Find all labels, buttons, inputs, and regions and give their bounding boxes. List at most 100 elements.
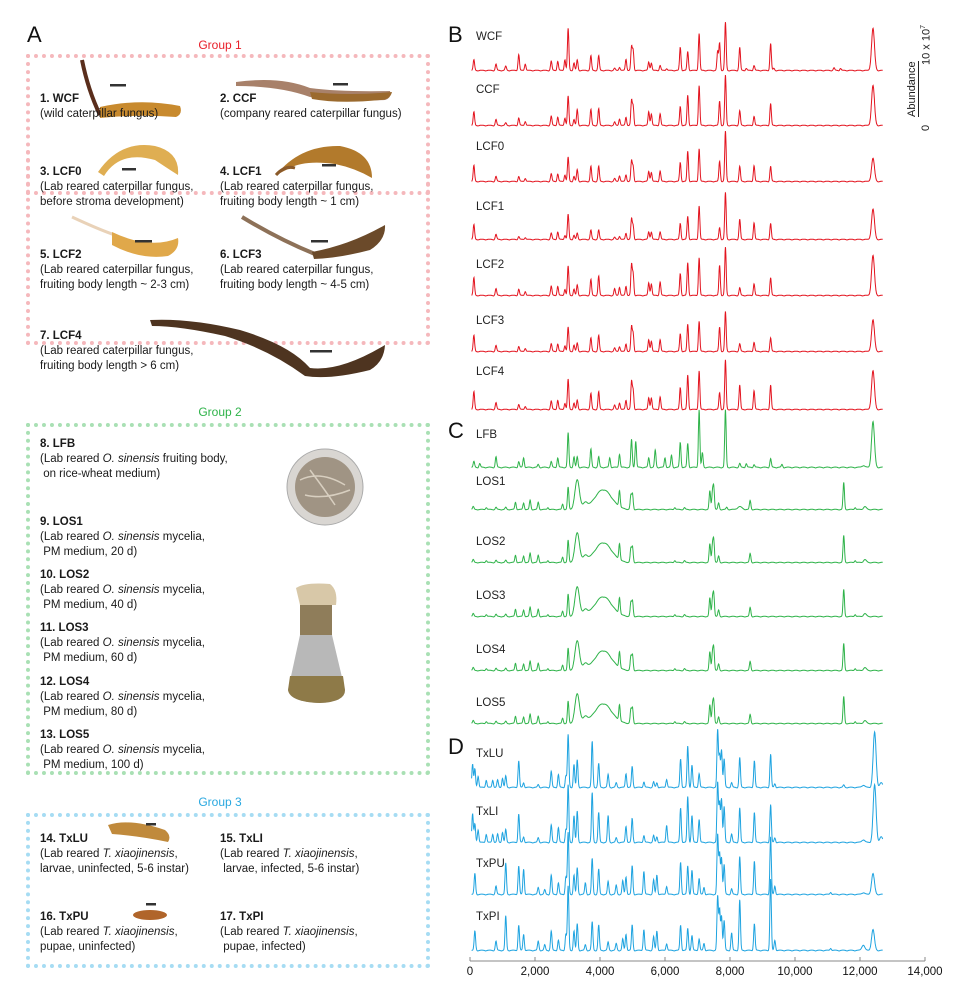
x-tick-14000: 14,000 [907,966,943,978]
panel-letter-c: C [448,418,464,443]
group-3-box [26,813,430,968]
desc-pre: (Lab reared [40,637,103,649]
sample-desc: (Lab reared caterpillar fungus, fruiting… [220,264,374,291]
desc-species: O. sinensis [102,531,160,543]
x-tick-4000: 4,000 [585,966,615,978]
trace-label-lcf1: LCF1 [476,201,505,213]
panel-letter-d: D [448,734,464,759]
trace-lcf0 [471,130,883,183]
group-2-title: Group 2 [198,405,242,419]
trace-los1 [471,479,883,511]
sample-desc: (Lab reared caterpillar fungus, fruiting… [40,264,194,291]
trace-label-los3: LOS3 [476,590,506,602]
sample-lcf3: 6. LCF3 (Lab reared caterpillar fungus, … [220,248,373,293]
x-tick-12000: 12,000 [842,966,878,978]
trace-lcf2 [471,247,883,297]
trace-label-los4: LOS4 [476,644,506,656]
sample-name: 11. LOS3 [40,622,89,634]
desc-species: O. sinensis [102,691,160,703]
sample-name: 1. WCF [40,93,79,105]
trace-label-lcf3: LCF3 [476,315,505,327]
sample-name: 7. LCF4 [40,330,82,342]
abundance-label: Abundance [906,61,919,117]
sample-desc: (wild caterpillar fungus) [40,108,159,120]
trace-lcf1 [471,192,883,241]
trace-label-lcf4: LCF4 [476,366,505,378]
trace-txli [471,781,884,844]
trace-label-lcf0: LCF0 [476,141,505,153]
sample-name: 10. LOS2 [40,569,90,581]
sample-wcf: 1. WCF (wild caterpillar fungus) [40,92,158,122]
desc-species: T. xiaojinensis [282,848,355,860]
sample-txli: 15. TxLI (Lab reared T. xiaojinensis, la… [220,832,359,877]
sample-lcf2: 5. LCF2 (Lab reared caterpillar fungus, … [40,248,193,293]
sample-desc: (company reared caterpillar fungus) [220,108,402,120]
sample-lcf1: 4. LCF1 (Lab reared caterpillar fungus, … [220,165,373,210]
desc-species: O. sinensis [102,584,160,596]
desc-post: , pupae, uninfected) [40,926,178,953]
sample-lcf0: 3. LCF0 (Lab reared caterpillar fungus, … [40,165,193,210]
sample-name: 3. LCF0 [40,166,82,178]
trace-label-los1: LOS1 [476,476,506,488]
abundance-scale: 0 Abundance 10 x 107 [897,22,937,132]
sample-txpi: 17. TxPI (Lab reared T. xiaojinensis, pu… [220,910,358,955]
group-2-box [26,423,430,775]
sample-name: 14. TxLU [40,833,88,845]
x-tick-10000: 10,000 [777,966,813,978]
sample-name: 9. LOS1 [40,516,83,528]
trace-txpu [471,832,883,896]
trace-label-txpi: TxPI [476,911,500,923]
desc-pre: (Lab reared [40,453,103,465]
desc-post: mycelia, PM medium, 40 d) [43,584,205,611]
desc-species: O. sinensis [102,637,160,649]
sample-los2: 10. LOS2 (Lab reared O. sinensis mycelia… [40,568,205,613]
trace-label-los5: LOS5 [476,697,506,709]
x-tick-8000: 8,000 [715,966,745,978]
sample-los5: 13. LOS5 (Lab reared O. sinensis mycelia… [40,728,205,773]
desc-post: , pupae, infected) [223,926,358,953]
sample-desc: (Lab reared caterpillar fungus, fruiting… [220,181,374,208]
sample-ccf: 2. CCF (company reared caterpillar fungu… [220,92,402,122]
sample-txpu: 16. TxPU (Lab reared T. xiaojinensis, pu… [40,910,178,955]
sample-name: 8. LFB [40,438,76,450]
sample-los3: 11. LOS3 (Lab reared O. sinensis mycelia… [40,621,205,666]
desc-post: , larvae, uninfected, 5-6 instar) [40,848,189,875]
trace-label-lcf2: LCF2 [476,259,505,271]
trace-lfb [471,409,883,469]
desc-species: T. xiaojinensis [282,926,355,938]
abundance-min: 0 [920,124,932,131]
desc-pre: (Lab reared [220,926,283,938]
sample-name: 6. LCF3 [220,249,262,261]
desc-post: mycelia, PM medium, 100 d) [43,744,205,771]
sample-txlu: 14. TxLU (Lab reared T. xiaojinensis, la… [40,832,189,877]
abundance-max: 10 x 10 [920,28,933,65]
sample-name: 5. LCF2 [40,249,82,261]
trace-label-txli: TxLI [476,806,499,818]
panel-letter-a: A [27,22,42,47]
trace-label-txlu: TxLU [476,748,504,760]
trace-los3 [471,586,883,618]
desc-pre: (Lab reared [220,848,283,860]
desc-pre: (Lab reared [40,584,103,596]
desc-pre: (Lab reared [40,531,103,543]
trace-label-ccf: CCF [476,84,500,96]
trace-los5 [471,693,883,725]
sample-name: 2. CCF [220,93,257,105]
sample-name: 17. TxPI [220,911,264,923]
trace-label-lfb: LFB [476,429,498,441]
sample-lfb: 8. LFB (Lab reared O. sinensis fruiting … [40,437,228,482]
group-1-title: Group 1 [198,38,242,52]
trace-label-los2: LOS2 [476,536,506,548]
trace-ccf [471,74,883,127]
trace-txlu [471,729,884,789]
trace-lcf3 [471,311,883,353]
group-1-box [26,54,430,195]
panel-letter-b: B [448,22,463,47]
desc-pre: (Lab reared [40,926,103,938]
desc-post: mycelia, PM medium, 20 d) [43,531,205,558]
desc-post: mycelia, PM medium, 80 d) [43,691,205,718]
desc-species: O. sinensis [102,744,160,756]
x-tick-6000: 6,000 [650,966,680,978]
sample-name: 12. LOS4 [40,676,90,688]
